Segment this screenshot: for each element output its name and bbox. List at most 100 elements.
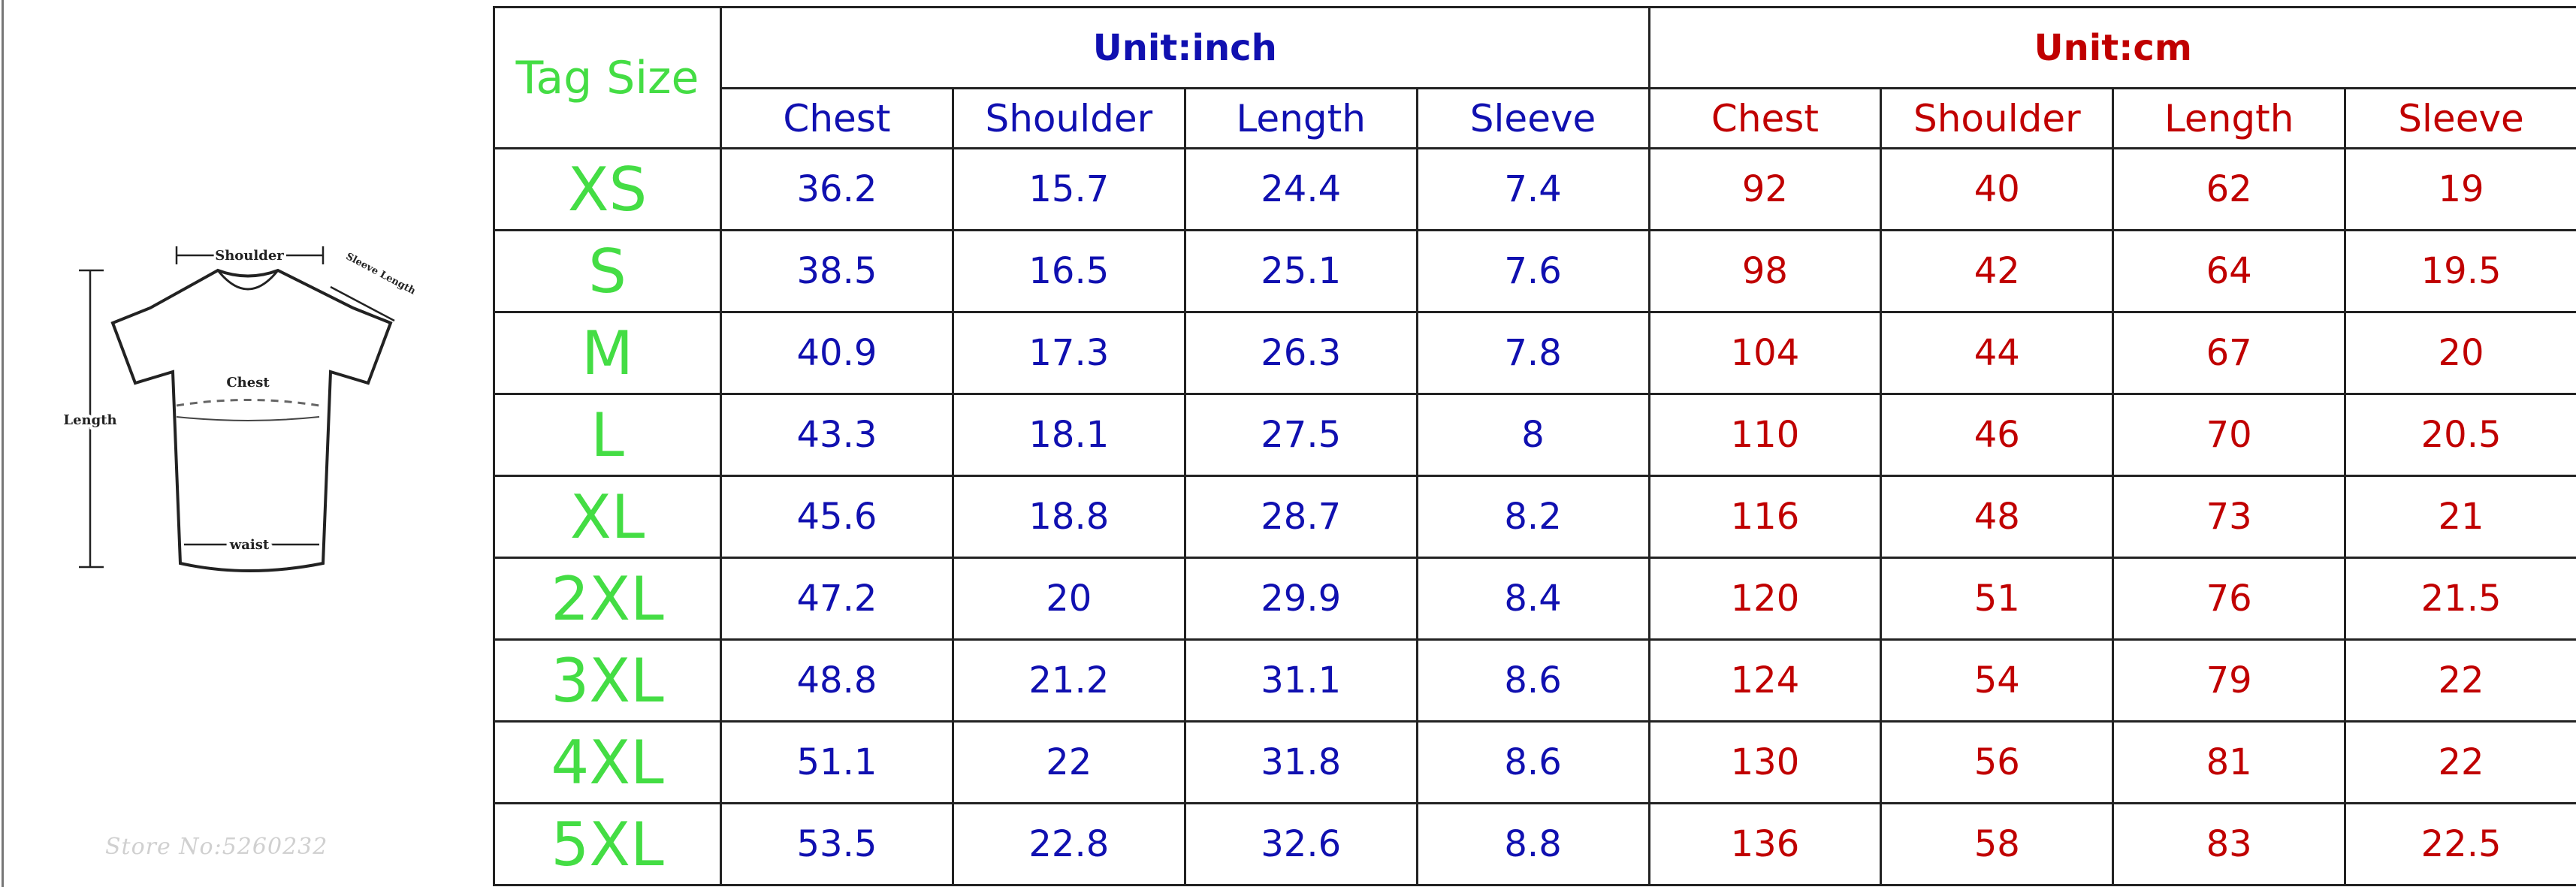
value-cell-inch: 32.6 xyxy=(1183,802,1418,886)
table-row: M 40.9 17.3 26.3 7.8 104 44 67 20 xyxy=(493,311,2576,395)
table-row: XS 36.2 15.7 24.4 7.4 92 40 62 19 xyxy=(493,147,2576,231)
value-cell-cm: 44 xyxy=(1880,311,2115,395)
value-cell-inch: 8.2 xyxy=(1415,475,1650,559)
value-cell-cm: 20.5 xyxy=(2344,393,2576,477)
value-cell-cm: 54 xyxy=(1880,638,2115,723)
value-cell-inch: 8 xyxy=(1415,393,1650,477)
value-cell-inch: 22.8 xyxy=(951,802,1186,886)
value-cell-inch: 48.8 xyxy=(720,638,954,723)
value-cell-cm: 73 xyxy=(2112,475,2347,559)
value-cell-cm: 76 xyxy=(2112,557,2347,641)
value-cell-inch: 31.8 xyxy=(1183,720,1418,804)
value-cell-cm: 98 xyxy=(1647,229,1883,313)
tag-size-header: Tag Size xyxy=(493,6,722,149)
value-cell-cm: 19.5 xyxy=(2344,229,2576,313)
value-cell-cm: 21 xyxy=(2344,475,2576,559)
value-cell-inch: 8.6 xyxy=(1415,720,1650,804)
value-cell-cm: 20 xyxy=(2344,311,2576,395)
value-cell-inch: 18.8 xyxy=(951,475,1186,559)
value-cell-inch: 47.2 xyxy=(720,557,954,641)
value-cell-cm: 120 xyxy=(1647,557,1883,641)
value-cell-cm: 48 xyxy=(1880,475,2115,559)
value-cell-inch: 18.1 xyxy=(951,393,1186,477)
value-cell-cm: 51 xyxy=(1880,557,2115,641)
value-cell-inch: 25.1 xyxy=(1183,229,1418,313)
value-cell-inch: 22 xyxy=(951,720,1186,804)
value-cell-cm: 81 xyxy=(2112,720,2347,804)
value-cell-inch: 36.2 xyxy=(720,147,954,231)
length-label: Length xyxy=(63,412,116,428)
column-header-sleeve-inch: Sleeve xyxy=(1415,87,1650,149)
table-row: 2XL 47.2 20 29.9 8.4 120 51 76 21.5 xyxy=(493,557,2576,641)
value-cell-cm: 79 xyxy=(2112,638,2347,723)
value-cell-inch: 8.4 xyxy=(1415,557,1650,641)
value-cell-inch: 27.5 xyxy=(1183,393,1418,477)
value-cell-cm: 40 xyxy=(1880,147,2115,231)
waist-label: waist xyxy=(229,537,270,553)
value-cell-inch: 20 xyxy=(951,557,1186,641)
column-header-shoulder-cm: Shoulder xyxy=(1880,87,2115,149)
value-cell-cm: 124 xyxy=(1647,638,1883,723)
value-cell-inch: 45.6 xyxy=(720,475,954,559)
value-cell-cm: 104 xyxy=(1647,311,1883,395)
value-cell-cm: 67 xyxy=(2112,311,2347,395)
column-header-sleeve-cm: Sleeve xyxy=(2344,87,2576,149)
size-cell: L xyxy=(493,393,722,477)
table-row: XL 45.6 18.8 28.7 8.2 116 48 73 21 xyxy=(493,475,2576,559)
value-cell-cm: 62 xyxy=(2112,147,2347,231)
value-cell-inch: 26.3 xyxy=(1183,311,1418,395)
value-cell-cm: 19 xyxy=(2344,147,2576,231)
value-cell-cm: 116 xyxy=(1647,475,1883,559)
value-cell-inch: 8.8 xyxy=(1415,802,1650,886)
value-cell-inch: 7.4 xyxy=(1415,147,1650,231)
value-cell-inch: 17.3 xyxy=(951,311,1186,395)
size-chart-table: Tag Size Unit:inch Unit:cm Chest Shoulder… xyxy=(493,6,2576,886)
table-row: 4XL 51.1 22 31.8 8.6 130 56 81 22 xyxy=(493,720,2576,804)
left-border xyxy=(2,0,4,887)
table-row: L 43.3 18.1 27.5 8 110 46 70 20.5 xyxy=(493,393,2576,477)
size-cell: M xyxy=(493,311,722,395)
value-cell-inch: 29.9 xyxy=(1183,557,1418,641)
value-cell-cm: 22 xyxy=(2344,638,2576,723)
size-cell: 4XL xyxy=(493,720,722,804)
value-cell-cm: 46 xyxy=(1880,393,2115,477)
value-cell-cm: 136 xyxy=(1647,802,1883,886)
value-cell-cm: 22 xyxy=(2344,720,2576,804)
value-cell-inch: 8.6 xyxy=(1415,638,1650,723)
unit-cm-header: Unit:cm xyxy=(1647,6,2576,89)
tshirt-measurement-diagram: Shoulder Sleeve Length Chest Length wais… xyxy=(60,246,418,572)
value-cell-cm: 70 xyxy=(2112,393,2347,477)
table-row: 5XL 53.5 22.8 32.6 8.8 136 58 83 22.5 xyxy=(493,802,2576,886)
watermark: Store No:5260232 xyxy=(105,834,328,860)
value-cell-inch: 7.8 xyxy=(1415,311,1650,395)
size-cell: 2XL xyxy=(493,557,722,641)
value-cell-inch: 53.5 xyxy=(720,802,954,886)
value-cell-inch: 31.1 xyxy=(1183,638,1418,723)
size-cell: 5XL xyxy=(493,802,722,886)
value-cell-cm: 56 xyxy=(1880,720,2115,804)
value-cell-cm: 130 xyxy=(1647,720,1883,804)
column-header-length-cm: Length xyxy=(2112,87,2347,149)
value-cell-inch: 43.3 xyxy=(720,393,954,477)
value-cell-inch: 40.9 xyxy=(720,311,954,395)
table-row: 3XL 48.8 21.2 31.1 8.6 124 54 79 22 xyxy=(493,638,2576,723)
value-cell-inch: 15.7 xyxy=(951,147,1186,231)
value-cell-inch: 24.4 xyxy=(1183,147,1418,231)
shoulder-label: Shoulder xyxy=(215,248,284,264)
value-cell-inch: 21.2 xyxy=(951,638,1186,723)
sleeve-length-label: Sleeve Length xyxy=(344,251,418,297)
value-cell-inch: 38.5 xyxy=(720,229,954,313)
value-cell-cm: 64 xyxy=(2112,229,2347,313)
value-cell-inch: 28.7 xyxy=(1183,475,1418,559)
value-cell-cm: 92 xyxy=(1647,147,1883,231)
chest-label: Chest xyxy=(226,375,270,391)
size-cell: XL xyxy=(493,475,722,559)
value-cell-cm: 22.5 xyxy=(2344,802,2576,886)
value-cell-cm: 21.5 xyxy=(2344,557,2576,641)
value-cell-inch: 51.1 xyxy=(720,720,954,804)
size-cell: 3XL xyxy=(493,638,722,723)
column-header-shoulder-inch: Shoulder xyxy=(951,87,1186,149)
table-row: S 38.5 16.5 25.1 7.6 98 42 64 19.5 xyxy=(493,229,2576,313)
value-cell-cm: 58 xyxy=(1880,802,2115,886)
size-cell: XS xyxy=(493,147,722,231)
